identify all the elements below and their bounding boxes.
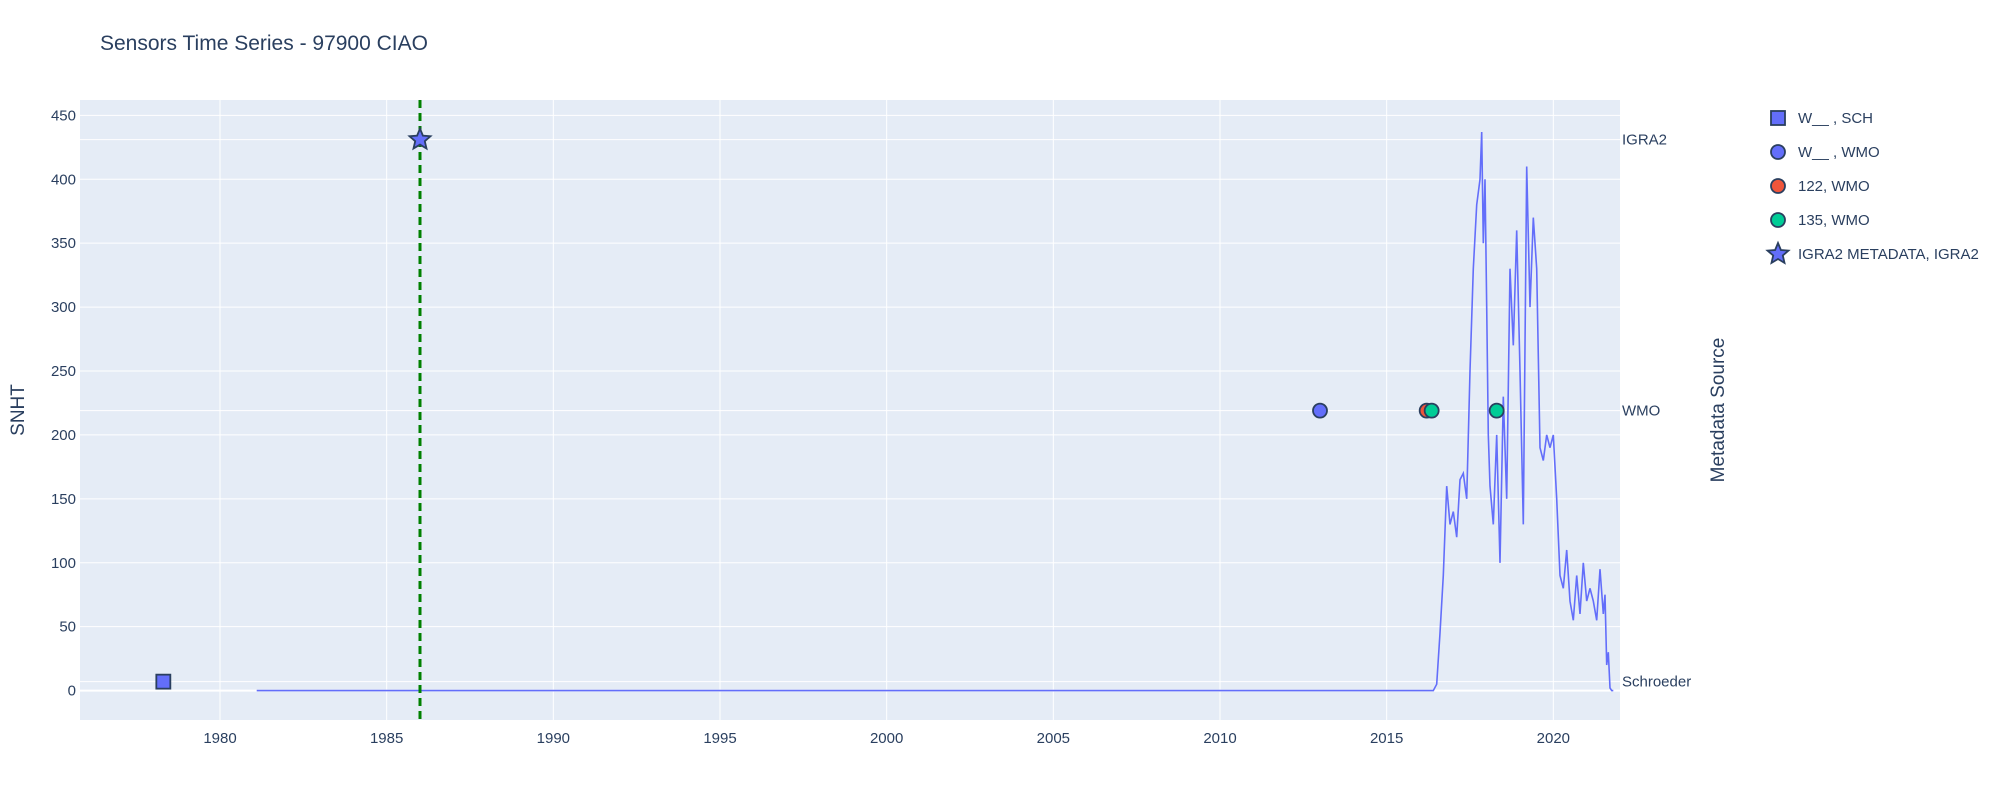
y2-axis-ticks: IGRA2 WMO Schroeder	[1622, 132, 1691, 691]
metadata-markers	[155, 126, 1505, 690]
y2-tick-label: IGRA2	[1622, 132, 1667, 149]
legend: W__ , SCH W__ , WMO 122, WMO 135, WMO IGRA2 …	[1765, 110, 1979, 265]
y-tick-label: 100	[51, 555, 76, 572]
legend-marker	[1770, 212, 1786, 228]
x-tick-label: 2020	[1537, 730, 1570, 747]
marker-point	[1488, 402, 1505, 419]
y2-tick-label: WMO	[1622, 403, 1660, 420]
y2-axis-title: Metadata Source	[1708, 338, 1729, 483]
y-tick-label: 350	[51, 235, 76, 252]
legend-marker	[1770, 144, 1786, 160]
legend-item: W__ , SCH	[1770, 110, 1873, 127]
legend-label: IGRA2 METADATA, IGRA2	[1798, 246, 1979, 263]
y-tick-label: 150	[51, 491, 76, 508]
y-tick-label: 450	[51, 107, 76, 124]
x-tick-label: 1980	[203, 730, 236, 747]
y-tick-label: 400	[51, 171, 76, 188]
legend-item: W__ , WMO	[1770, 144, 1880, 161]
marker-point	[1312, 402, 1328, 419]
y-tick-label: 300	[51, 299, 76, 316]
x-tick-label: 1990	[537, 730, 570, 747]
legend-item: 122, WMO	[1770, 178, 1870, 195]
legend-label: W__ , SCH	[1798, 110, 1873, 127]
legend-label: 135, WMO	[1798, 212, 1870, 229]
y-gridlines	[80, 114, 1620, 683]
x-gridlines	[219, 100, 1554, 720]
legend-marker	[1770, 110, 1786, 126]
y-tick-label: 200	[51, 427, 76, 444]
legend-label: W__ , WMO	[1798, 144, 1880, 161]
legend-marker	[1765, 240, 1791, 265]
snht-line	[256, 131, 1614, 692]
marker-point	[155, 673, 172, 690]
x-tick-label: 2000	[870, 730, 903, 747]
y-tick-label: 250	[51, 363, 76, 380]
y2-tick-label: Schroeder	[1622, 674, 1691, 691]
y-axis-ticks: 0 50 100 150 200 250 300 350 400 450	[51, 107, 76, 699]
x-tick-label: 2015	[1370, 730, 1403, 747]
x-tick-label: 1985	[370, 730, 403, 747]
y-tick-label: 0	[68, 683, 76, 700]
plot-area	[80, 100, 1620, 720]
x-tick-label: 1995	[703, 730, 736, 747]
x-axis-ticks: 1980 1985 1990 1995 2000 2005 2010 2015 2020	[203, 730, 1570, 747]
x-tick-label: 2005	[1037, 730, 1070, 747]
marker-point	[407, 126, 433, 151]
legend-marker	[1770, 178, 1786, 194]
legend-item: 135, WMO	[1770, 212, 1870, 229]
chart-title: Sensors Time Series - 97900 CIAO	[100, 32, 428, 55]
x-tick-label: 2010	[1203, 730, 1236, 747]
legend-label: 122, WMO	[1798, 178, 1870, 195]
y-axis-title: SNHT	[8, 384, 29, 436]
legend-item: IGRA2 METADATA, IGRA2	[1765, 240, 1979, 265]
marker-point	[1423, 402, 1440, 419]
y-tick-label: 50	[59, 619, 76, 636]
